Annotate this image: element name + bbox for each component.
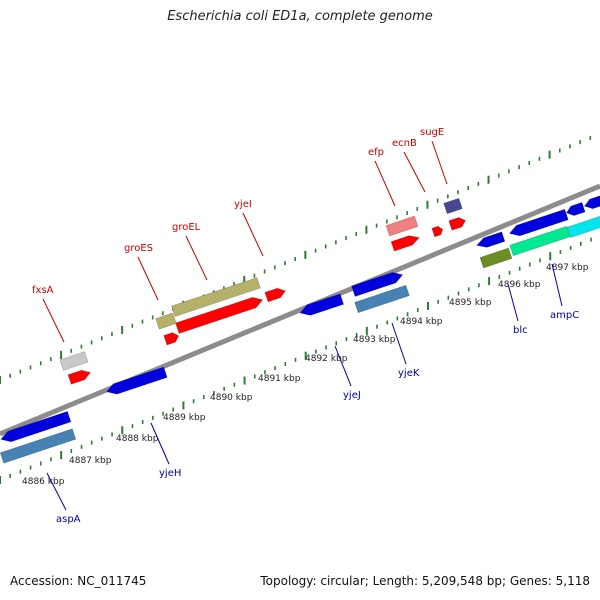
gene-label-reverse: aspA bbox=[56, 514, 81, 525]
scale-label: 4887 kbp bbox=[69, 456, 112, 466]
efp-feature-arrow bbox=[390, 235, 420, 252]
leader-line bbox=[150, 422, 170, 465]
gene-label-forward: yjeI bbox=[234, 199, 252, 210]
leader-line bbox=[334, 345, 352, 387]
fxsA-feature-arrow bbox=[67, 369, 91, 385]
yjeI-feature-arrow bbox=[264, 287, 286, 303]
leader-line bbox=[391, 322, 407, 365]
leader-line bbox=[185, 235, 208, 281]
scale-label: 4897 kbp bbox=[546, 263, 589, 273]
blc-upper-feature bbox=[476, 231, 506, 248]
yjeK-upper-feature bbox=[351, 272, 404, 297]
accession-text: Accession: NC_011745 bbox=[10, 574, 147, 588]
leader-line bbox=[403, 151, 426, 193]
groES-feature-box bbox=[155, 312, 177, 330]
upper-scale-track bbox=[0, 135, 592, 384]
scale-label: 4892 kbp bbox=[305, 354, 348, 364]
gene-label-reverse: blc bbox=[513, 325, 528, 336]
topology-text: Topology: circular; Length: 5,209,548 bp… bbox=[260, 574, 590, 588]
leader-line bbox=[507, 283, 519, 322]
ecnB-feature-arrow bbox=[431, 225, 444, 238]
gene-label-forward: fxsA bbox=[32, 285, 54, 296]
gene-label-reverse: yjeH bbox=[159, 468, 181, 479]
gene-label-forward: sugE bbox=[420, 127, 444, 138]
groEL-feature-arrow bbox=[175, 297, 264, 334]
leader-line bbox=[137, 256, 159, 301]
gene-label-forward: groES bbox=[124, 243, 153, 254]
scale-label: 4890 kbp bbox=[210, 393, 253, 403]
leader-line bbox=[374, 160, 396, 207]
scale-label: 4894 kbp bbox=[400, 317, 443, 327]
gene-label-reverse: yjeK bbox=[398, 368, 420, 379]
gene-label-forward: ecnB bbox=[392, 138, 417, 149]
blc-feature-box bbox=[479, 247, 513, 269]
downstream-feature-2 bbox=[584, 194, 600, 210]
fxsA-feature-box bbox=[59, 351, 89, 371]
map-title: Escherichia coli ED1a, complete genome bbox=[167, 9, 433, 24]
gene-label-forward: efp bbox=[368, 147, 384, 158]
yjeH-feature-arrow bbox=[106, 366, 168, 395]
downstream-feature-1 bbox=[566, 202, 586, 216]
groEL-feature-box bbox=[171, 277, 261, 317]
leader-line bbox=[46, 472, 67, 511]
leader-line bbox=[431, 140, 448, 185]
leader-line bbox=[42, 298, 65, 343]
scale-label: 4889 kbp bbox=[163, 413, 206, 423]
sugE-feature-arrow bbox=[448, 217, 467, 231]
gene-label-reverse: ampC bbox=[550, 310, 579, 321]
ampC-upper-feature bbox=[508, 208, 569, 237]
scale-label: 4891 kbp bbox=[258, 374, 301, 384]
leader-line bbox=[242, 212, 264, 257]
scale-label: 4886 kbp bbox=[22, 477, 65, 487]
scale-label: 4895 kbp bbox=[449, 298, 492, 308]
ampC-feature-box bbox=[509, 225, 571, 257]
downstream-feature-3 bbox=[566, 214, 600, 238]
scale-label: 4888 kbp bbox=[116, 434, 159, 444]
lower-scale-track bbox=[0, 237, 592, 484]
scale-label: 4896 kbp bbox=[498, 280, 541, 290]
gene-label-forward: groEL bbox=[172, 222, 201, 233]
groES-feature-arrow bbox=[163, 332, 180, 346]
yjeJ-feature-arrow bbox=[299, 293, 344, 316]
yjeK-feature-box bbox=[354, 284, 410, 314]
aspA-feature-box bbox=[0, 428, 77, 464]
aspA-upper-feature bbox=[0, 411, 72, 443]
leader-line bbox=[551, 263, 563, 307]
scale-label: 4893 kbp bbox=[353, 335, 396, 345]
map-features: 4886 kbp 4887 kbp 4888 kbp 4889 kbp 4890 kbp… bbox=[0, 127, 600, 525]
sugE-feature-box bbox=[443, 197, 463, 215]
gene-label-reverse: yjeJ bbox=[343, 390, 361, 401]
genome-backbone bbox=[0, 183, 600, 437]
efp-feature-box bbox=[385, 215, 419, 237]
